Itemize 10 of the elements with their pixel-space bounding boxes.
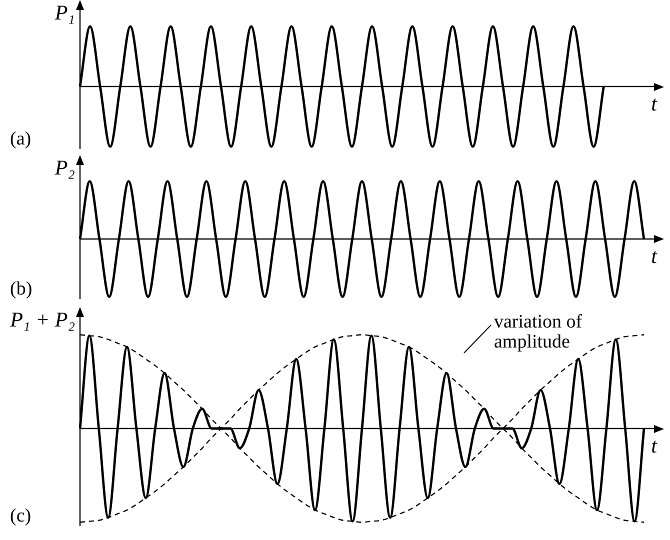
text: (a): [10, 128, 32, 150]
x-axis-title: t: [651, 92, 658, 116]
x-axis-title: t: [651, 434, 658, 458]
y-axis-title: P₂: [54, 156, 75, 180]
y-axis-title: P₁: [54, 0, 75, 25]
x-axis-title: t: [651, 244, 658, 268]
y-axis-title: P₁ + P₂: [9, 308, 75, 332]
annotation: variation of amplitude: [494, 311, 583, 352]
text: (c): [10, 505, 32, 526]
text: (b): [10, 278, 32, 300]
